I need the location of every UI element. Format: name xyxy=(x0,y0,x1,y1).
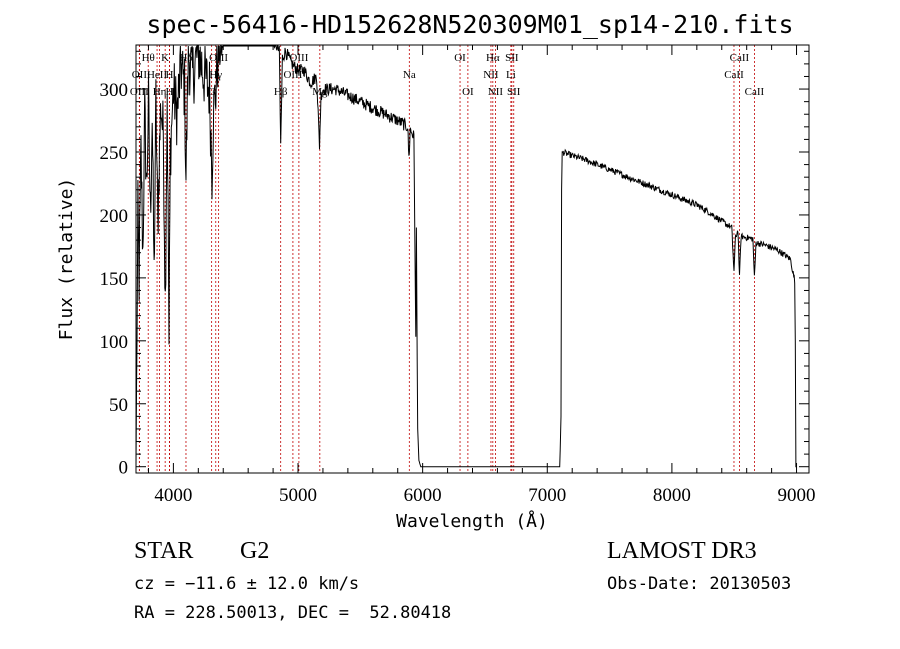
observation-date: Obs-Date: 20130503 xyxy=(607,574,792,594)
line-label-18: OI xyxy=(462,86,474,98)
spectral-line-markers xyxy=(138,45,755,473)
line-label-2: OIII xyxy=(130,86,149,98)
coordinates: RA = 228.50013, DEC = 52.80418 xyxy=(134,603,452,623)
line-label-5: Hη xyxy=(153,86,167,98)
line-label-21: NII xyxy=(483,69,499,81)
y-axis-ticks: 0 50 100 150 200 250 300 xyxy=(100,50,809,479)
line-label-16: Na xyxy=(403,69,416,81)
plot-frame xyxy=(135,44,810,474)
line-label-0: Hθ xyxy=(142,52,155,64)
line-label-1: OII xyxy=(132,69,148,81)
redshift-value: cz = −11.6 ± 12.0 km/s xyxy=(134,574,360,594)
x-axis-ticks: 4000 5000 6000 7000 8000 9000 xyxy=(147,45,816,506)
y-tick-label-3: 150 xyxy=(100,269,129,290)
line-label-7: H xyxy=(166,86,174,98)
spectrum-trace xyxy=(135,44,797,468)
y-tick-label-1: 50 xyxy=(109,395,128,416)
y-tick-label-5: 250 xyxy=(100,143,129,164)
line-label-19: Hα xyxy=(486,52,500,64)
line-label-20: SII xyxy=(505,52,519,64)
line-label-24: SII xyxy=(507,86,521,98)
line-label-15: Mg xyxy=(312,86,328,98)
x-tick-label-2: 6000 xyxy=(404,485,442,506)
x-axis-label: Wavelength (Å) xyxy=(396,510,548,532)
line-label-14: Hβ xyxy=(274,86,288,98)
line-label-26: CaII xyxy=(724,69,744,81)
chart-title: spec-56416-HD152628N520309M01_sp14-210.f… xyxy=(146,10,793,39)
x-tick-label-3: 7000 xyxy=(528,485,566,506)
spectral-subclass: G2 xyxy=(240,538,270,564)
line-label-11: G xyxy=(208,86,216,98)
line-label-27: CaII xyxy=(745,86,765,98)
line-label-3: K xyxy=(161,52,169,64)
object-type: STAR xyxy=(134,538,194,564)
y-tick-label-0: 0 xyxy=(119,458,129,479)
line-label-22: Li xyxy=(506,69,516,81)
y-tick-label-4: 200 xyxy=(100,206,129,227)
line-label-25: CaII xyxy=(730,52,750,64)
x-tick-label-0: 4000 xyxy=(154,485,192,506)
x-tick-label-1: 5000 xyxy=(279,485,317,506)
line-label-6: H xyxy=(166,69,174,81)
line-label-12: OIII xyxy=(289,52,308,64)
line-label-4: HeII xyxy=(147,69,167,81)
x-tick-label-5: 9000 xyxy=(778,485,816,506)
line-label-10: Hγ xyxy=(209,69,222,81)
x-tick-label-4: 8000 xyxy=(653,485,691,506)
y-axis-label: Flux (relative) xyxy=(56,178,77,341)
y-tick-label-2: 100 xyxy=(100,332,129,353)
line-label-17: OI xyxy=(454,52,466,64)
survey-name: LAMOST DR3 xyxy=(607,538,757,564)
y-tick-label-6: 300 xyxy=(100,80,129,101)
line-label-23: NII xyxy=(488,86,504,98)
